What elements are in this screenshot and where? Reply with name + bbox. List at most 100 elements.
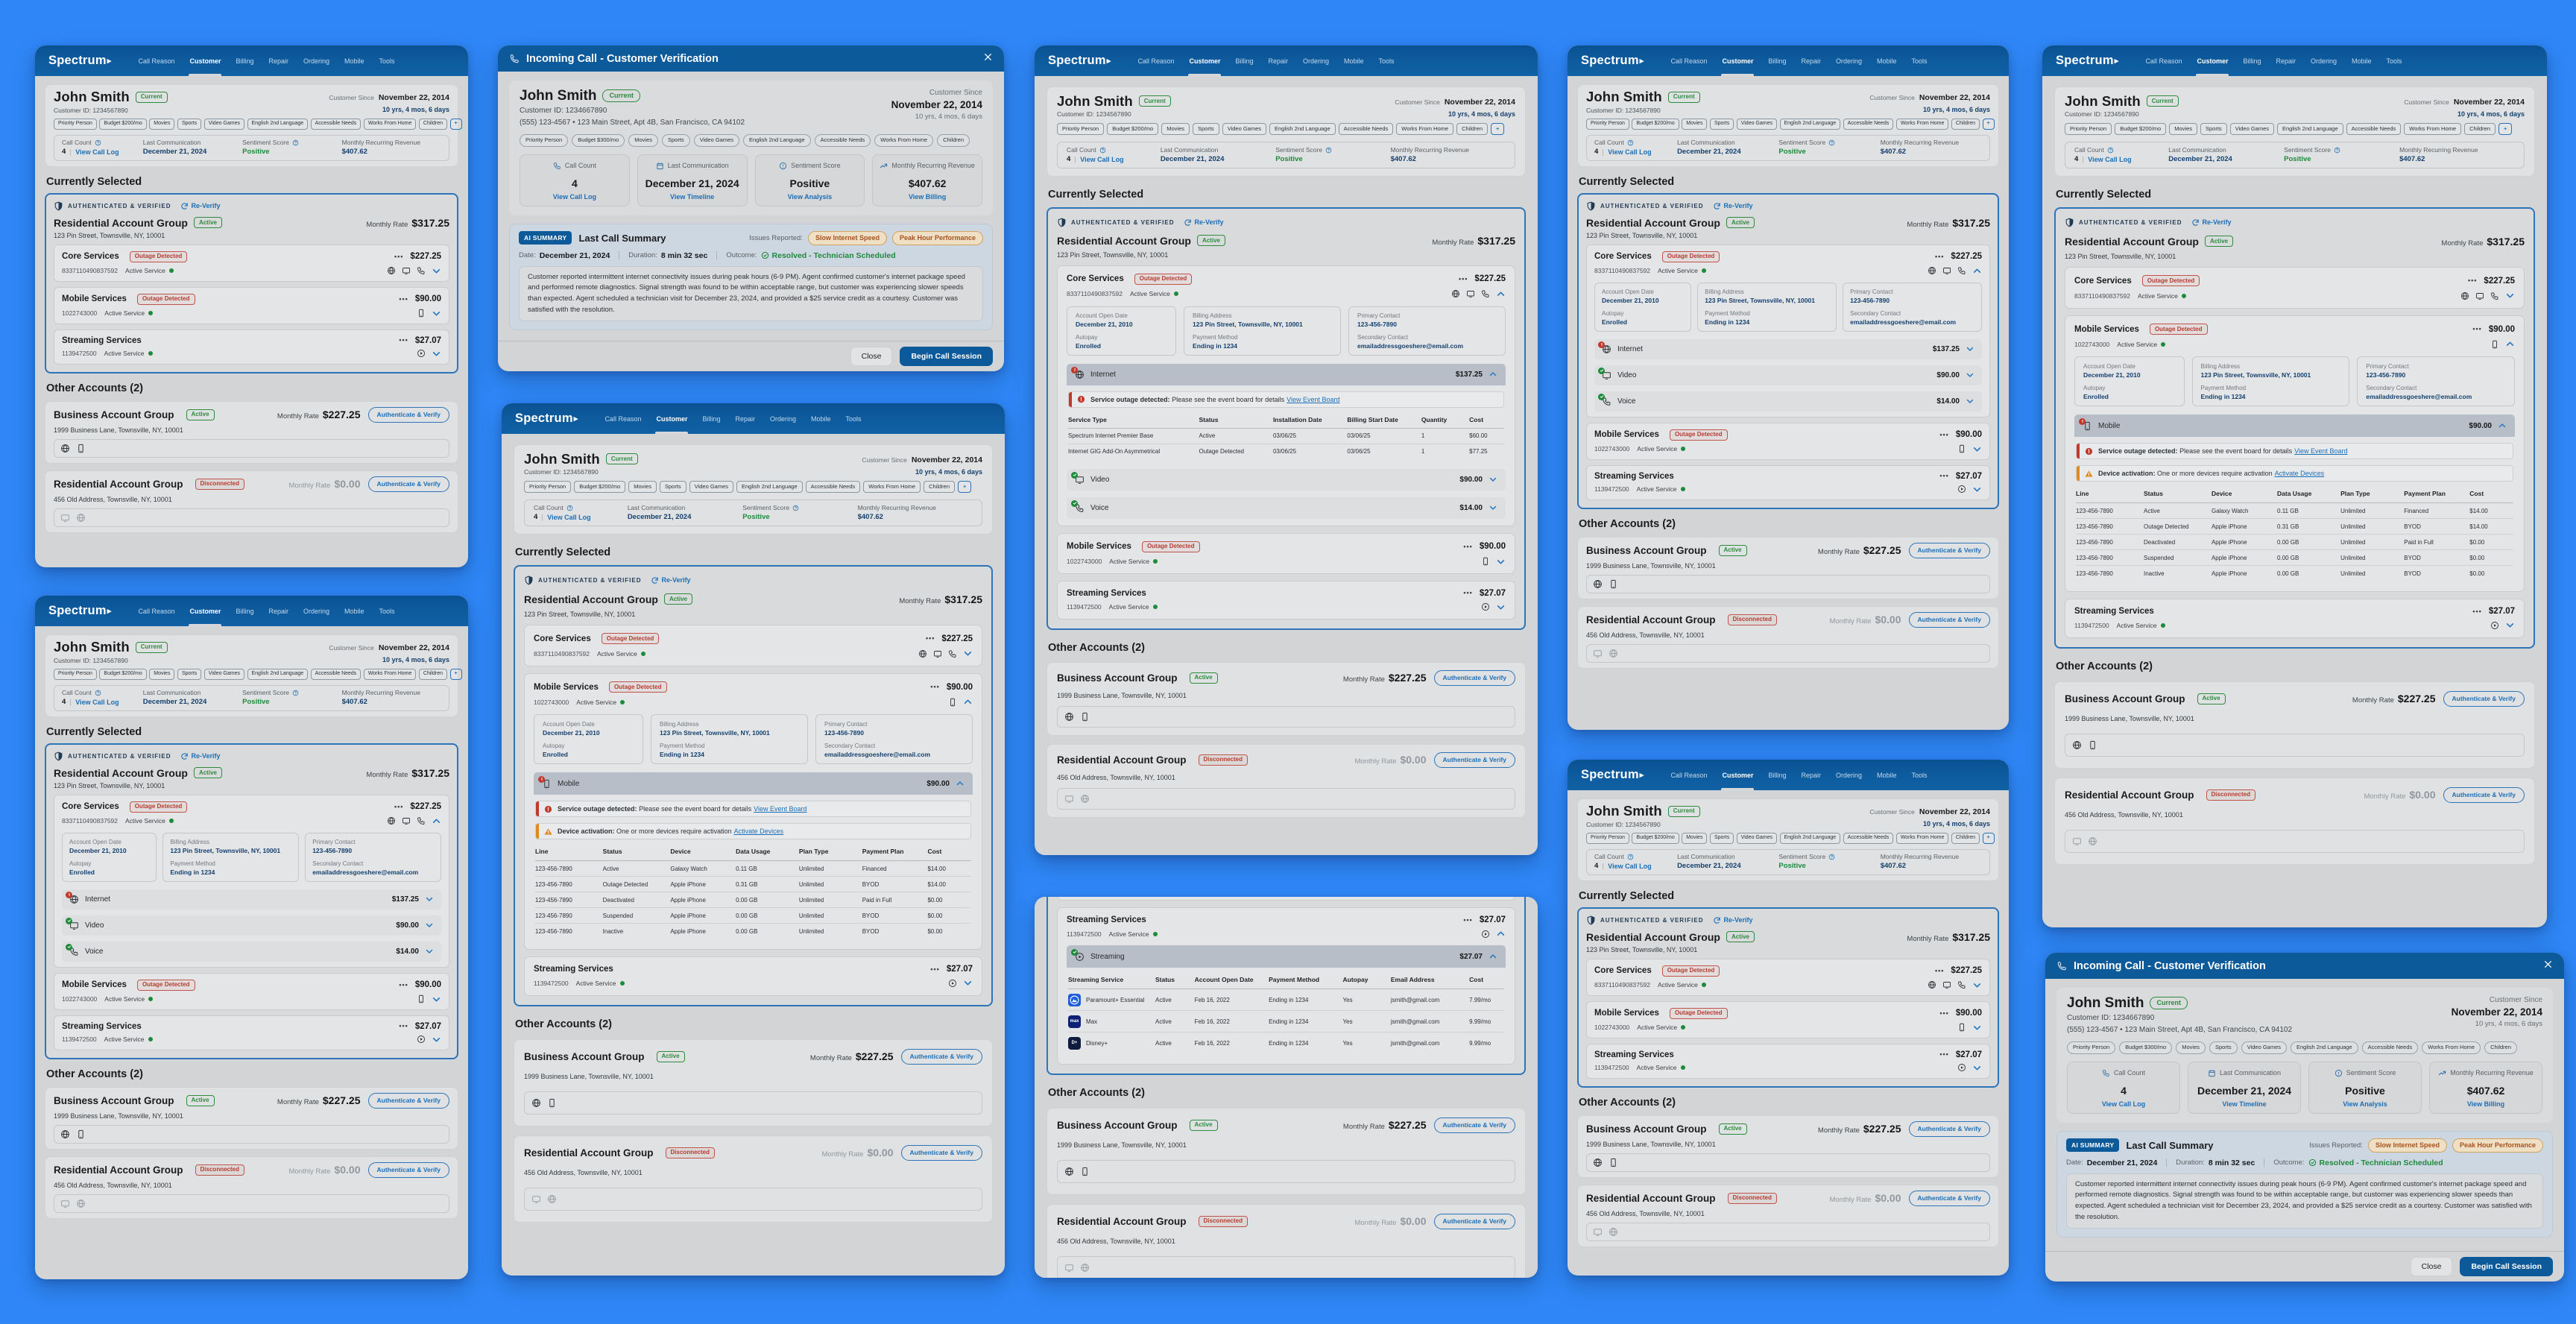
customer-tag[interactable]: Accessible Needs: [1843, 832, 1894, 844]
nav-item-ordering[interactable]: Ordering: [1836, 771, 1863, 779]
customer-tag[interactable]: Children: [924, 481, 956, 493]
customer-tag[interactable]: Children: [1951, 118, 1980, 130]
customer-tag[interactable]: Movies: [149, 118, 175, 130]
customer-tag[interactable]: Video Games: [689, 481, 733, 493]
more-options-icon[interactable]: •••: [399, 336, 408, 344]
subservice-row-internet[interactable]: Internet $137.25: [1594, 338, 1982, 359]
nav-item-tools[interactable]: Tools: [1911, 771, 1928, 779]
modal-customer-tag[interactable]: Video Games: [2241, 1041, 2287, 1054]
modal-customer-tag[interactable]: English 2nd Language: [2291, 1041, 2358, 1054]
nav-item-customer[interactable]: Customer: [648, 403, 695, 434]
more-options-icon[interactable]: •••: [394, 252, 404, 260]
customer-tag[interactable]: Video Games: [2229, 123, 2274, 135]
modal-stat-link[interactable]: View Timeline: [670, 192, 715, 201]
service-card-core[interactable]: Core Services Outage Detected ••• $227.25 83…: [1057, 265, 1515, 526]
nav-item-repair[interactable]: Repair: [1268, 57, 1289, 65]
nav-item-tools[interactable]: Tools: [2386, 57, 2402, 65]
service-icons[interactable]: [1481, 929, 1506, 939]
subservice-row-video[interactable]: Video $90.00: [1067, 468, 1506, 491]
modal-customer-tag[interactable]: Sports: [2209, 1041, 2238, 1054]
nav-item-customer[interactable]: Customer: [2189, 45, 2235, 76]
modal-customer-tag[interactable]: Children: [2484, 1041, 2518, 1054]
nav-item-repair[interactable]: Repair: [268, 607, 289, 615]
customer-tag[interactable]: Sports: [1709, 832, 1734, 844]
customer-tag[interactable]: English 2nd Language: [1269, 123, 1336, 135]
nav-item-customer[interactable]: Customer: [1181, 45, 1228, 76]
nav-item-repair[interactable]: Repair: [2276, 57, 2296, 65]
service-icons[interactable]: [948, 978, 973, 988]
customer-tag[interactable]: Video Games: [203, 118, 244, 130]
customer-tag[interactable]: Budget $200/mo: [2115, 123, 2167, 135]
customer-tag[interactable]: English 2nd Language: [2277, 123, 2343, 135]
authenticate-verify-button[interactable]: Authenticate & Verify: [367, 1092, 449, 1109]
service-icons[interactable]: [1451, 289, 1506, 299]
nav-item-customer[interactable]: Customer: [182, 596, 228, 626]
modal-customer-tag[interactable]: Budget $300/mo: [2119, 1041, 2173, 1054]
nav-item-ordering[interactable]: Ordering: [2311, 57, 2337, 65]
more-options-icon[interactable]: •••: [1934, 966, 1945, 974]
customer-tag[interactable]: Sports: [177, 668, 202, 680]
service-icons[interactable]: [1481, 557, 1506, 567]
nav-item-customer[interactable]: Customer: [182, 45, 228, 76]
customer-tag[interactable]: Budget $200/mo: [1107, 123, 1159, 135]
customer-tag[interactable]: Video Games: [203, 668, 244, 680]
modal-customer-tag[interactable]: Sports: [662, 133, 690, 147]
service-card-core[interactable]: Core Services Outage Detected ••• $227.25 83…: [524, 624, 982, 666]
more-options-icon[interactable]: •••: [1458, 274, 1468, 283]
more-options-icon[interactable]: •••: [394, 802, 404, 810]
more-options-icon[interactable]: •••: [1939, 472, 1949, 480]
nav-item-call-reason[interactable]: Call Reason: [138, 57, 175, 65]
customer-tag[interactable]: Priority Person: [524, 481, 572, 493]
service-icons[interactable]: [387, 816, 441, 826]
customer-tag[interactable]: Priority Person: [2065, 123, 2112, 135]
alert-link[interactable]: Activate Devices: [733, 828, 784, 836]
close-button[interactable]: Close: [850, 347, 893, 366]
nav-item-customer[interactable]: Customer: [1714, 45, 1761, 76]
add-tag-button[interactable]: +: [1982, 118, 1995, 130]
customer-tag[interactable]: Movies: [1161, 123, 1190, 135]
customer-tag[interactable]: Budget $200/mo: [1632, 832, 1679, 844]
service-icons[interactable]: [387, 266, 441, 276]
authenticate-verify-button[interactable]: Authenticate & Verify: [367, 476, 449, 492]
subservice-row-video[interactable]: Video $90.00: [62, 915, 441, 936]
modal-customer-tag[interactable]: English 2nd Language: [743, 133, 811, 147]
nav-item-call-reason[interactable]: Call Reason: [604, 414, 642, 423]
service-card-streaming[interactable]: Streaming Services ••• $27.07 1139472500 Act…: [1057, 907, 1515, 1065]
view-call-log-link[interactable]: View Call Log: [2088, 155, 2132, 163]
customer-tag[interactable]: Works From Home: [1895, 832, 1949, 844]
customer-tag[interactable]: Accessible Needs: [805, 481, 861, 493]
authenticate-verify-button[interactable]: Authenticate & Verify: [1433, 669, 1515, 686]
customer-tag[interactable]: Budget $200/mo: [574, 481, 626, 493]
nav-item-call-reason[interactable]: Call Reason: [1137, 57, 1175, 65]
authenticate-verify-button[interactable]: Authenticate & Verify: [1433, 751, 1515, 768]
modal-stat-link[interactable]: View Billing: [2466, 1100, 2505, 1108]
customer-tag[interactable]: Accessible Needs: [310, 118, 362, 130]
service-card-streaming[interactable]: Streaming Services ••• $27.07 1139472500 Act…: [54, 329, 449, 365]
nav-item-repair[interactable]: Repair: [268, 57, 289, 65]
nav-item-mobile[interactable]: Mobile: [344, 607, 364, 615]
nav-item-tools[interactable]: Tools: [845, 414, 862, 423]
reverify-button[interactable]: Re-Verify: [1713, 916, 1753, 924]
customer-tag[interactable]: Sports: [660, 481, 686, 493]
customer-tag[interactable]: Budget $200/mo: [1632, 118, 1679, 130]
customer-tag[interactable]: Children: [1456, 123, 1489, 135]
authenticate-verify-button[interactable]: Authenticate & Verify: [367, 406, 449, 423]
modal-customer-tag[interactable]: Video Games: [693, 133, 739, 147]
nav-item-billing[interactable]: Billing: [236, 607, 254, 615]
service-card-streaming[interactable]: Streaming Services ••• $27.07 1139472500 Act…: [524, 956, 982, 996]
service-icons[interactable]: [1957, 444, 1982, 454]
customer-tag[interactable]: Budget $200/mo: [99, 118, 147, 130]
service-icons[interactable]: [918, 649, 973, 658]
subservice-row-voice[interactable]: Voice $14.00: [1594, 391, 1982, 412]
modal-stat-link[interactable]: View Analysis: [2343, 1100, 2387, 1108]
authenticate-verify-button[interactable]: Authenticate & Verify: [1908, 542, 1990, 558]
customer-tag[interactable]: Works From Home: [363, 118, 417, 130]
service-icons[interactable]: [417, 309, 441, 318]
modal-customer-tag[interactable]: Movies: [628, 133, 658, 147]
nav-item-tools[interactable]: Tools: [379, 607, 395, 615]
nav-item-tools[interactable]: Tools: [1378, 57, 1395, 65]
